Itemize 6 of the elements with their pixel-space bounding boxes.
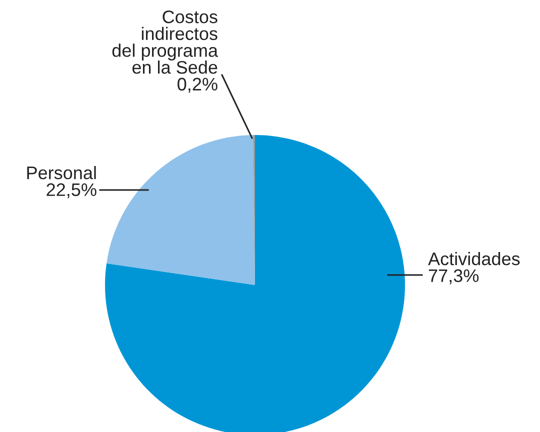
slice-label: Costos indirectos del programa en la Sede [112,10,218,74]
slice-label: Personal [27,166,96,180]
data-label: 77,3% [428,269,479,284]
slice-label: Actividades [428,252,520,266]
data-label: 0,2% [178,78,218,93]
data-label: 22,5% [46,183,96,198]
